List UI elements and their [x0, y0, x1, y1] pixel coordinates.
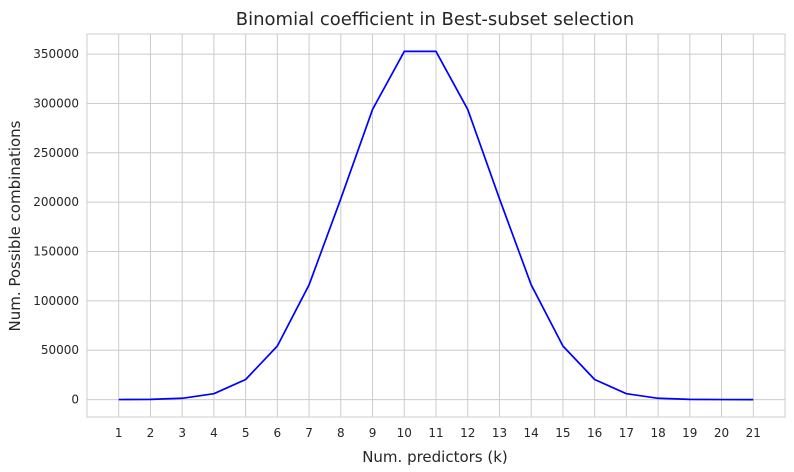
- x-tick-label: 5: [242, 426, 250, 440]
- x-tick-label: 6: [274, 426, 282, 440]
- y-tick-label: 200000: [33, 195, 79, 209]
- x-tick-label: 3: [178, 426, 186, 440]
- x-tick-label: 19: [682, 426, 697, 440]
- y-tick-label: 250000: [33, 146, 79, 160]
- chart-title: Binomial coefficient in Best-subset sele…: [236, 9, 634, 30]
- series-line: [118, 50, 754, 401]
- x-tick-label: 16: [587, 426, 602, 440]
- x-tick-labels: 1 2 3 4 5 6 7 8 9 10 11 12 13 14 15 16 17 18 19 20 21: [115, 426, 761, 440]
- x-tick-label: 14: [524, 426, 539, 440]
- x-tick-label: 11: [428, 426, 443, 440]
- x-tick-label: 1: [115, 426, 123, 440]
- grid: [87, 34, 785, 417]
- x-tick-label: 9: [369, 426, 377, 440]
- x-tick-label: 7: [305, 426, 313, 440]
- x-tick-label: 13: [492, 426, 507, 440]
- y-tick-label: 100000: [33, 294, 79, 308]
- x-tick-label: 12: [460, 426, 475, 440]
- x-tick-label: 15: [555, 426, 570, 440]
- x-tick-label: 18: [650, 426, 665, 440]
- y-tick-label: 350000: [33, 47, 79, 61]
- x-tick-label: 17: [619, 426, 634, 440]
- y-tick-label: 150000: [33, 245, 79, 259]
- x-tick-label: 2: [147, 426, 155, 440]
- y-axis-label: Num. Possible combinations: [6, 120, 24, 331]
- x-tick-label: 4: [210, 426, 218, 440]
- y-tick-label: 300000: [33, 96, 79, 110]
- x-tick-label: 8: [337, 426, 345, 440]
- y-tick-labels: 0 50000 100000 150000 200000 250000 300000 3500…: [33, 47, 79, 407]
- y-tick-label: 0: [71, 393, 79, 407]
- x-tick-label: 21: [746, 426, 761, 440]
- x-tick-label: 10: [397, 426, 412, 440]
- x-axis-label: Num. predictors (k): [362, 448, 508, 466]
- y-tick-label: 50000: [41, 343, 79, 357]
- x-tick-label: 20: [714, 426, 729, 440]
- plot-frame: [86, 33, 786, 418]
- series-layer: [118, 50, 754, 401]
